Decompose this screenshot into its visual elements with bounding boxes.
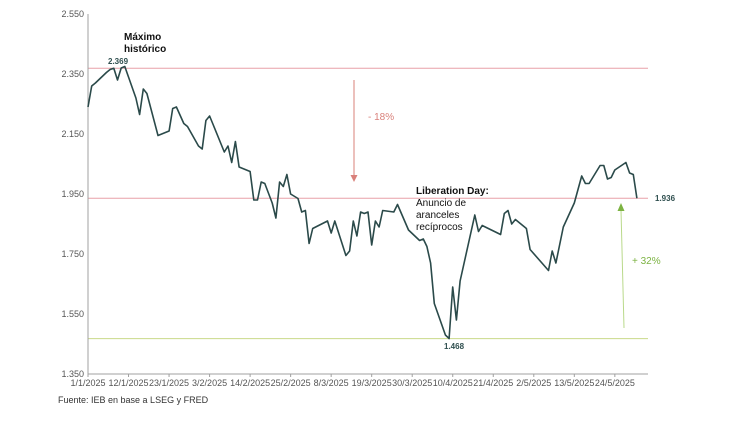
y-tick-label: 1.550 — [61, 309, 84, 319]
x-tick-labels: 1/1/2025 12/1/2025 23/1/2025 3/2/2025 14/2/2… — [70, 374, 635, 388]
max-label-line2: histórico — [124, 44, 166, 55]
x-tick-label: 25/2/2025 — [271, 378, 311, 388]
y-tick-label: 1.750 — [61, 249, 84, 259]
rise-arrow-head — [617, 203, 625, 211]
x-tick-label: 13/5/2025 — [554, 378, 594, 388]
x-tick-label: 14/2/2025 — [230, 378, 270, 388]
x-tick-label: 21/4/2025 — [473, 378, 513, 388]
min-value-label: 1.468 — [444, 342, 465, 351]
liberation-text-line2: aranceles — [416, 210, 459, 221]
x-tick-label: 1/1/2025 — [70, 378, 105, 388]
source-note: Fuente: IEB en base a LSEG y FRED — [58, 395, 209, 405]
last-value-label: 1.936 — [655, 194, 676, 203]
y-tick-label: 2.350 — [61, 69, 84, 79]
y-tick-label: 2.150 — [61, 129, 84, 139]
series-line — [87, 65, 638, 340]
x-tick-label: 3/2/2025 — [192, 378, 227, 388]
x-tick-label: 24/5/2025 — [595, 378, 635, 388]
drop-arrow-head — [350, 175, 358, 182]
x-tick-label: 19/3/2025 — [352, 378, 392, 388]
y-tick-labels: 2.550 2.350 2.150 1.950 1.750 1.550 1.350 — [61, 9, 84, 379]
max-label-line1: Máximo — [124, 32, 161, 43]
y-tick-label: 1.350 — [61, 369, 84, 379]
x-tick-label: 12/1/2025 — [109, 378, 149, 388]
x-tick-label: 10/4/2025 — [433, 378, 473, 388]
axes — [87, 14, 648, 375]
x-tick-label: 23/1/2025 — [149, 378, 189, 388]
liberation-text-line1: Anuncio de — [416, 198, 466, 209]
y-tick-label: 2.550 — [61, 9, 84, 19]
rise-pct-label: + 32% — [632, 256, 661, 267]
liberation-title: Liberation Day: — [416, 186, 489, 197]
max-value-label: 2.369 — [108, 57, 129, 66]
x-tick-label: 2/5/2025 — [516, 378, 551, 388]
x-tick-label: 30/3/2025 — [392, 378, 432, 388]
rise-arrow — [620, 209, 625, 329]
y-tick-label: 1.950 — [61, 189, 84, 199]
x-tick-label: 8/3/2025 — [314, 378, 349, 388]
drop-pct-label: - 18% — [368, 112, 394, 123]
reference-lines — [88, 67, 648, 340]
liberation-text-line3: recíprocos — [416, 222, 463, 233]
